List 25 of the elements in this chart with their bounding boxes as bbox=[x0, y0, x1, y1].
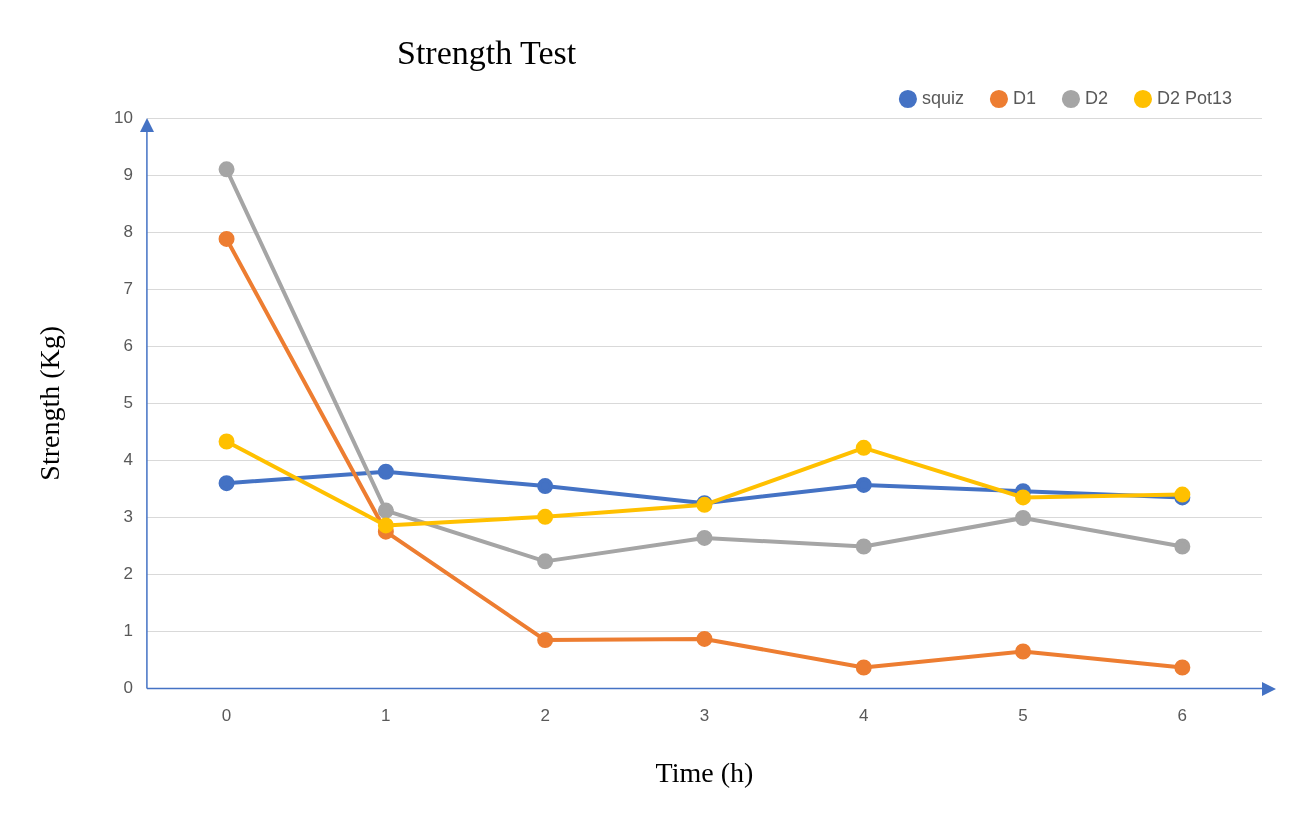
y-tick-label: 6 bbox=[123, 335, 133, 355]
x-tick-label: 3 bbox=[699, 706, 710, 726]
y-tick-label: 4 bbox=[123, 450, 133, 470]
x-tick-label: 1 bbox=[381, 706, 391, 726]
y-tick-label: 5 bbox=[123, 392, 133, 412]
x-tick-label: 6 bbox=[1177, 706, 1188, 726]
y-tick-label: 1 bbox=[123, 621, 133, 641]
y-tick-label: 8 bbox=[123, 221, 133, 241]
x-tick-label: 5 bbox=[1018, 706, 1028, 726]
y-tick-label: 9 bbox=[123, 164, 133, 184]
legend-label: D2 Pot13 bbox=[1156, 87, 1233, 108]
y-tick-label: 0 bbox=[123, 678, 133, 698]
y-axis-title: Strength (Kg) bbox=[34, 325, 66, 481]
x-tick-label: 0 bbox=[221, 706, 232, 726]
chart-title: Strength Test bbox=[397, 33, 577, 71]
x-tick-label: 2 bbox=[540, 706, 550, 726]
legend-label: squiz bbox=[921, 87, 964, 108]
x-axis-title: Time (h) bbox=[655, 757, 754, 789]
legend-label: D1 bbox=[1012, 87, 1036, 108]
x-tick-label: 4 bbox=[859, 706, 869, 726]
y-tick-label: 10 bbox=[113, 107, 133, 127]
legend-label: D2 bbox=[1084, 87, 1108, 108]
y-tick-label: 7 bbox=[123, 278, 133, 298]
y-tick-label: 3 bbox=[123, 507, 133, 527]
y-tick-label: 2 bbox=[123, 564, 133, 584]
